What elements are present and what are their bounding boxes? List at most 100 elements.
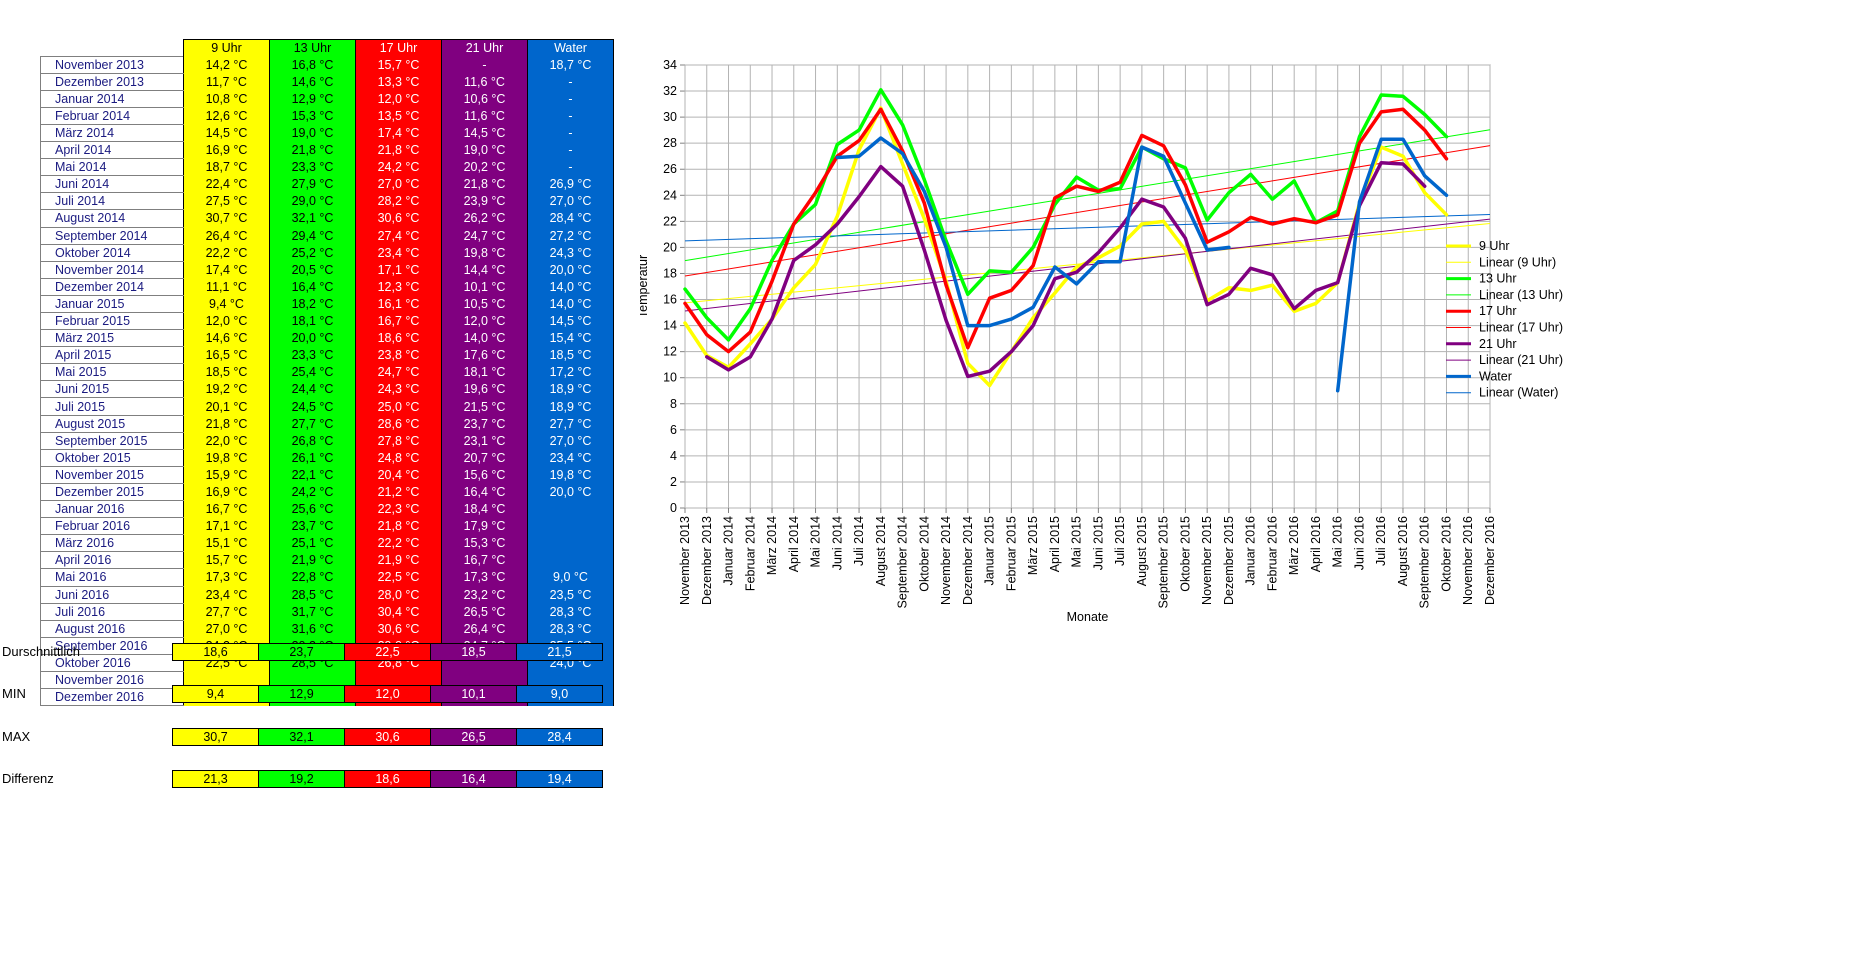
month-label: August 2016 [40,619,184,638]
temperature-cell [183,671,270,689]
table-row: April 2014 16,9 °C 21,8 °C 21,8 °C 19,0 °C - [40,141,614,160]
table-row: Januar 2016 16,7 °C 25,6 °C 22,3 °C 18,4 °C [40,500,614,519]
temperature-cell: 22,8 °C [269,568,356,586]
temperature-cell: 18,5 °C [183,363,270,381]
temperature-cell: 14,6 °C [269,73,356,91]
stats-value: 21,5 [516,643,603,661]
x-tick-label: November 2013 [678,516,692,605]
temperature-cell: 27,9 °C [269,175,356,193]
temperature-cell: 24,3 °C [527,244,614,262]
stats-value: 12,0 [344,685,431,703]
temperature-cell: 27,8 °C [355,432,442,450]
table-row: Juni 2014 22,4 °C 27,9 °C 27,0 °C 21,8 °C 26,… [40,175,614,194]
month-label: April 2015 [40,346,184,365]
temperature-cell: 24,8 °C [355,449,442,467]
temperature-cell: 12,9 °C [269,90,356,108]
temperature-cell: 16,7 °C [183,500,270,518]
temperature-cell: 22,2 °C [355,534,442,552]
temperature-cell: 14,0 °C [527,295,614,313]
temperature-cell: 16,8 °C [269,56,356,74]
legend-label: Linear (17 Uhr) [1479,321,1563,335]
month-label: Dezember 2015 [40,482,184,502]
month-label: März 2014 [40,123,184,143]
temperature-cell: 19,8 °C [527,466,614,484]
legend-label: 9 Uhr [1479,239,1510,253]
stats-row: MIN 9,4 12,9 12,0 10,1 9,0 [0,685,603,703]
temperature-cell: 23,7 °C [441,415,528,433]
temperature-cell: 18,4 °C [441,500,528,518]
month-label: Juni 2016 [40,585,184,604]
temperature-cell: 32,1 °C [269,209,356,228]
stats-label: MIN [2,686,26,701]
x-tick-label: Februar 2016 [1265,516,1279,591]
month-label: Dezember 2014 [40,277,184,296]
x-tick-label: April 2015 [1048,516,1062,572]
x-tick-label: Oktober 2016 [1439,516,1453,592]
temperature-cell: 11,1 °C [183,278,270,296]
temperature-cell: 28,0 °C [355,586,442,604]
temperature-cell: 29,4 °C [269,227,356,245]
temperature-cell: 15,3 °C [269,107,356,125]
y-axis-title: Temperatur [640,255,650,318]
x-tick-label: Mai 2015 [1070,516,1084,567]
column-header: Water [527,39,614,57]
temperature-cell: 16,7 °C [441,551,528,569]
month-label: Juni 2015 [40,380,184,399]
temperature-cell: 20,0 °C [527,261,614,279]
temperature-cell: 12,6 °C [183,107,270,125]
stats-row: Durschnittlich 18,6 23,7 22,5 18,5 21,5 [0,643,603,661]
month-label: August 2015 [40,414,184,433]
temperature-cell: 28,4 °C [527,209,614,228]
temperature-cell: 14,0 °C [441,329,528,347]
table-row: Juni 2016 23,4 °C 28,5 °C 28,0 °C 23,2 °C 23,… [40,585,614,604]
month-label: September 2016 [40,636,184,655]
legend-label: Linear (13 Uhr) [1479,288,1563,302]
x-tick-label: Dezember 2015 [1222,516,1236,605]
month-label: September 2015 [40,431,184,450]
temperature-cell: 16,5 °C [183,346,270,364]
temperature-cell: 22,3 °C [355,500,442,518]
temperature-cell: 26,8 °C [269,432,356,450]
x-tick-label: Januar 2015 [983,516,997,586]
y-tick-label: 32 [663,84,677,98]
temperature-cell: 12,0 °C [355,90,442,108]
y-tick-label: 0 [670,501,677,515]
temperature-cell [527,671,614,689]
legend-label: 13 Uhr [1479,272,1517,286]
temperature-cell: 24,2 °C [355,158,442,176]
temperature-cell: 17,3 °C [183,568,270,586]
temperature-cell: 16,7 °C [355,312,442,330]
x-tick-label: April 2016 [1309,516,1323,572]
temperature-cell: 16,9 °C [183,483,270,501]
month-label: Mai 2015 [40,363,184,382]
stats-row: Differenz 21,3 19,2 18,6 16,4 19,4 [0,770,603,788]
stats-label: MAX [2,729,31,744]
stats-value: 18,6 [172,643,259,661]
x-tick-label: Dezember 2016 [1483,516,1497,605]
temperature-cell: 21,8 °C [355,141,442,159]
temperature-cell: 19,0 °C [441,141,528,159]
x-tick-label: Juni 2015 [1091,516,1105,570]
temperature-cell: 15,7 °C [355,56,442,74]
temperature-cell: 21,2 °C [355,483,442,501]
table-row: Oktober 2014 22,2 °C 25,2 °C 23,4 °C 19,8 °C… [40,243,614,262]
x-tick-label: Februar 2014 [743,516,757,591]
temperature-cell: 21,8 °C [355,517,442,535]
x-tick-label: Juni 2016 [1352,516,1366,570]
stats-row: MAX 30,7 32,1 30,6 26,5 28,4 [0,728,603,746]
temperature-cell: 21,5 °C [441,397,528,416]
temperature-cell [527,500,614,518]
temperature-cell: 18,7 °C [183,158,270,176]
y-tick-label: 10 [663,371,677,385]
temperature-cell: 18,7 °C [527,56,614,74]
x-tick-label: April 2014 [787,516,801,572]
temperature-cell: 18,9 °C [527,397,614,416]
temperature-cell: 26,5 °C [441,603,528,621]
temperature-cell: 23,8 °C [355,346,442,364]
temperature-cell: 23,9 °C [441,192,528,210]
stats-value: 16,4 [430,770,517,788]
temperature-cell: 16,4 °C [441,483,528,501]
temperature-cell: 11,7 °C [183,73,270,91]
temperature-cell: 27,4 °C [355,227,442,245]
stats-value: 30,6 [344,728,431,746]
